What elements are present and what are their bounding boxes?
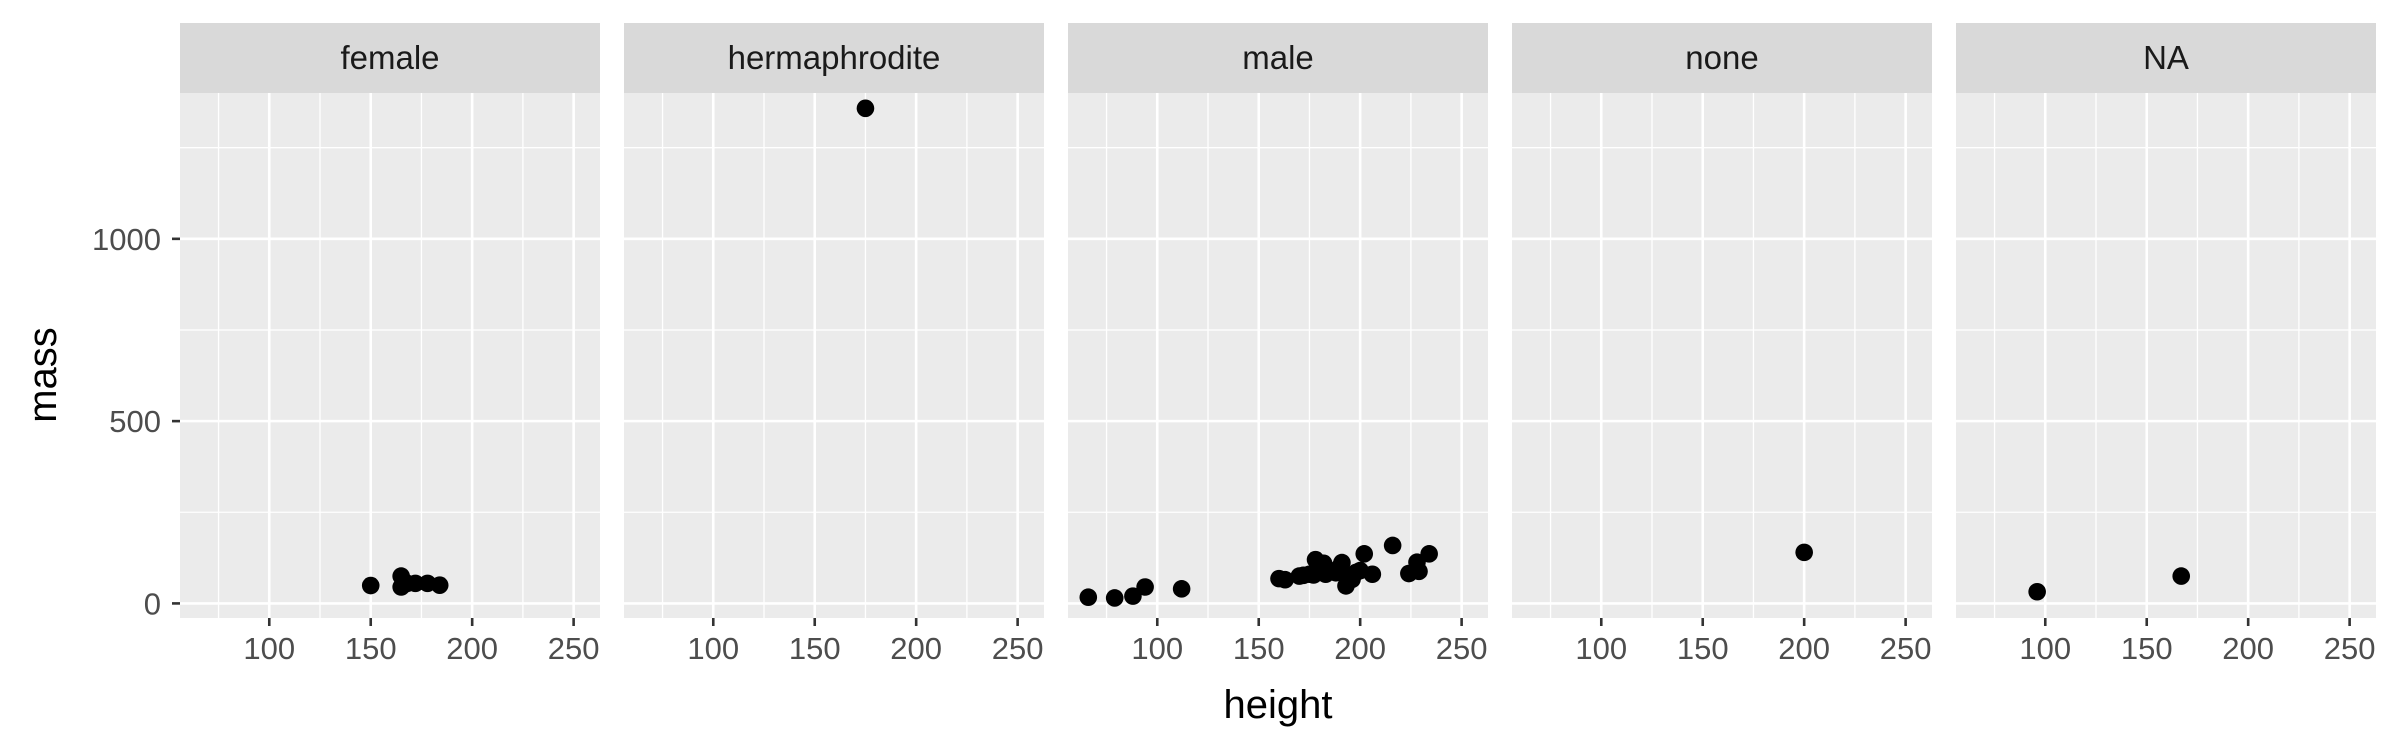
data-point-male-29 — [1410, 562, 1428, 581]
facet-strip — [1068, 23, 1488, 93]
facet-panel-hermaphrodite: hermaphrodite — [624, 23, 1044, 618]
data-point-male-2 — [1124, 587, 1142, 605]
x-tick-label: 250 — [1880, 631, 1932, 666]
panel-background — [180, 93, 600, 618]
facet-panels: female hermaphrodite male none NA — [180, 23, 2376, 618]
x-tick-label: 150 — [789, 631, 841, 666]
facet-panel-na: NA — [1956, 23, 2376, 618]
data-point-male-30 — [1420, 545, 1438, 563]
facet-strip — [180, 23, 600, 93]
x-tick-label: 250 — [992, 631, 1044, 666]
y-tick-label: 1000 — [92, 222, 161, 257]
x-tick-label: 100 — [687, 631, 739, 666]
data-point-male-3 — [1136, 578, 1154, 596]
data-point-none-0 — [1795, 543, 1813, 562]
x-tick-label: 100 — [1575, 631, 1627, 666]
data-point-male-0 — [1079, 588, 1098, 607]
y-tick-label: 0 — [144, 586, 161, 621]
x-tick-label: 200 — [2222, 631, 2274, 666]
data-point-female-6 — [430, 576, 449, 594]
data-point-male-25 — [1363, 565, 1382, 584]
x-tick-label: 100 — [243, 631, 295, 666]
y-tick-label: 500 — [109, 404, 161, 439]
y-axis: 0 500 1000 — [92, 222, 180, 621]
x-tick-label: 150 — [2121, 631, 2173, 666]
facet-strip-label: NA — [2143, 39, 2189, 76]
panel-background — [1512, 93, 1932, 618]
facet-strip-label: hermaphrodite — [728, 39, 941, 76]
x-axes: 100 150 200 250 100 150 200 250 100 150 200 250 100 1… — [243, 618, 2375, 666]
panel-background — [1956, 93, 2376, 618]
facet-strip — [1512, 23, 1932, 93]
x-tick-label: 200 — [446, 631, 498, 666]
x-tick-label: 150 — [345, 631, 397, 666]
panel-background — [1068, 93, 1488, 618]
data-point-male-4 — [1172, 580, 1191, 598]
data-point-male-1 — [1105, 589, 1124, 607]
data-point-na-0 — [2028, 582, 2046, 601]
data-point-male-24 — [1355, 545, 1374, 563]
facet-panel-female: female — [180, 23, 600, 618]
data-point-male-6 — [1276, 570, 1294, 589]
x-tick-label: 250 — [1436, 631, 1488, 666]
x-tick-label: 150 — [1677, 631, 1729, 666]
y-axis-title: mass — [21, 327, 65, 423]
facet-panel-male: male — [1068, 23, 1488, 618]
x-tick-label: 250 — [2324, 631, 2376, 666]
x-tick-label: 200 — [890, 631, 942, 666]
data-point-female-7 — [394, 576, 412, 594]
data-point-na-1 — [2172, 567, 2191, 585]
facet-panel-none: none — [1512, 23, 1932, 618]
x-tick-label: 200 — [1778, 631, 1830, 666]
facet-strip — [624, 23, 1044, 93]
facet-strip-label: none — [1685, 39, 1758, 76]
panel-background — [624, 93, 1044, 618]
x-axis-title: height — [1224, 683, 1333, 727]
x-tick-label: 200 — [1334, 631, 1386, 666]
facet-strip — [1956, 23, 2376, 93]
x-tick-label: 250 — [548, 631, 600, 666]
data-point-male-26 — [1383, 536, 1402, 555]
x-tick-label: 100 — [1131, 631, 1183, 666]
facet-strip-label: female — [340, 39, 439, 76]
x-tick-label: 100 — [2019, 631, 2071, 666]
data-point-hermaphrodite-0 — [856, 99, 875, 118]
facet-strip-label: male — [1242, 39, 1314, 76]
x-tick-label: 150 — [1233, 631, 1285, 666]
data-point-female-0 — [361, 576, 380, 595]
